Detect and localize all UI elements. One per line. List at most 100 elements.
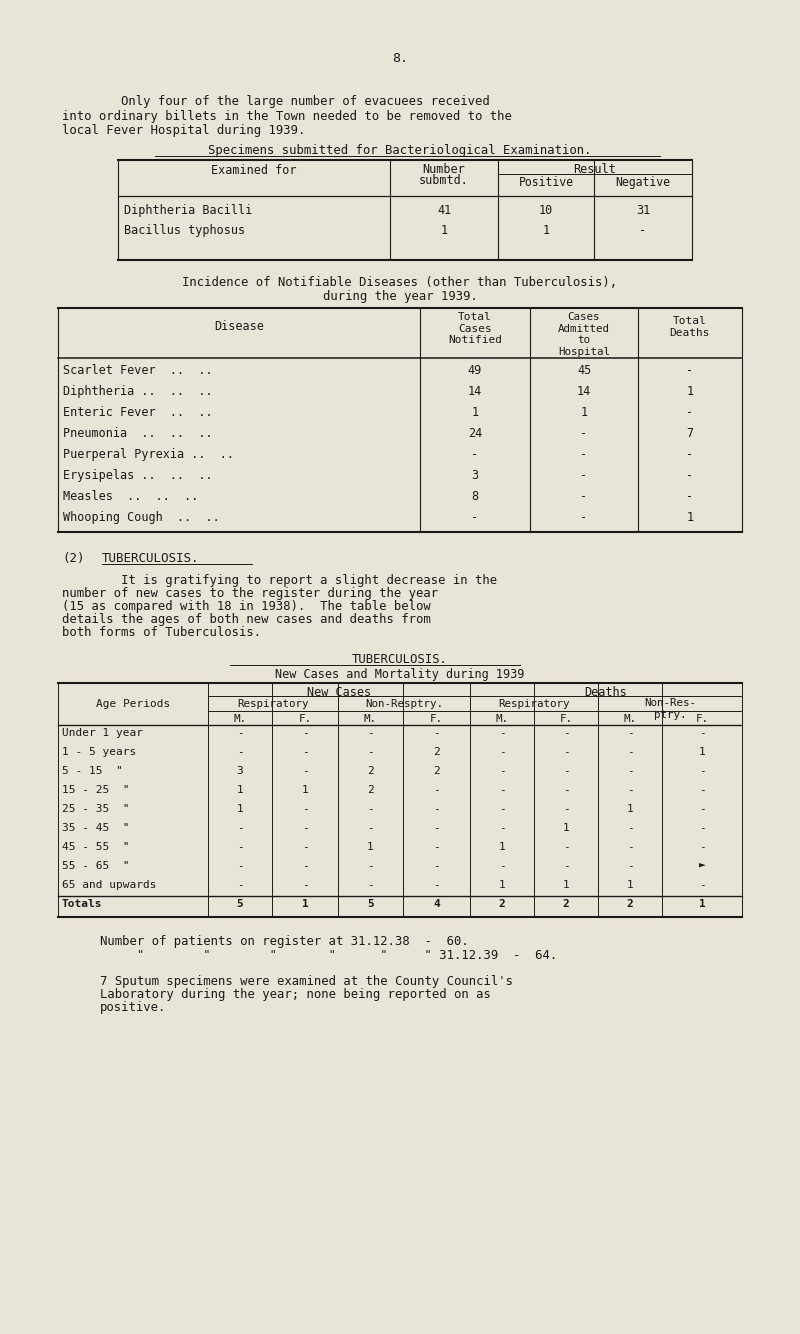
Text: F.: F. <box>695 714 709 724</box>
Text: -: - <box>562 804 570 814</box>
Text: -: - <box>639 224 646 237</box>
Text: 5: 5 <box>237 899 243 908</box>
Text: -: - <box>471 448 478 462</box>
Text: 8: 8 <box>471 490 478 503</box>
Text: Under 1 year: Under 1 year <box>62 728 143 738</box>
Text: 1: 1 <box>542 224 550 237</box>
Text: Enteric Fever  ..  ..: Enteric Fever .. .. <box>63 406 213 419</box>
Text: 1: 1 <box>441 224 447 237</box>
Text: Number: Number <box>422 163 466 176</box>
Text: -: - <box>367 747 374 756</box>
Text: M.: M. <box>495 714 509 724</box>
Text: F.: F. <box>559 714 573 724</box>
Text: 2: 2 <box>367 766 374 776</box>
Text: -: - <box>562 860 570 871</box>
Text: 1: 1 <box>562 880 570 890</box>
Text: Negative: Negative <box>615 176 670 189</box>
Text: Diphtheria ..  ..  ..: Diphtheria .. .. .. <box>63 386 213 398</box>
Text: 2: 2 <box>498 899 506 908</box>
Text: Age Periods: Age Periods <box>96 699 170 708</box>
Text: -: - <box>498 728 506 738</box>
Text: -: - <box>581 427 587 440</box>
Text: -: - <box>433 842 440 852</box>
Text: positive.: positive. <box>100 1000 166 1014</box>
Text: -: - <box>581 448 587 462</box>
Text: number of new cases to the register during the year: number of new cases to the register duri… <box>62 587 438 600</box>
Text: 1: 1 <box>498 842 506 852</box>
Text: -: - <box>498 766 506 776</box>
Text: -: - <box>562 784 570 795</box>
Text: 2: 2 <box>433 747 440 756</box>
Text: -: - <box>686 470 694 482</box>
Text: TUBERCULOSIS.: TUBERCULOSIS. <box>352 654 448 666</box>
Text: -: - <box>237 728 243 738</box>
Text: 2: 2 <box>367 784 374 795</box>
Text: 1: 1 <box>367 842 374 852</box>
Text: 45 - 55  ": 45 - 55 " <box>62 842 130 852</box>
Text: -: - <box>433 784 440 795</box>
Text: -: - <box>302 880 308 890</box>
Text: Puerperal Pyrexia ..  ..: Puerperal Pyrexia .. .. <box>63 448 234 462</box>
Text: -: - <box>581 470 587 482</box>
Text: 1: 1 <box>626 804 634 814</box>
Text: Non-Res-
ptry.: Non-Res- ptry. <box>644 698 696 719</box>
Text: -: - <box>302 842 308 852</box>
Text: -: - <box>562 766 570 776</box>
Text: both forms of Tuberculosis.: both forms of Tuberculosis. <box>62 626 261 639</box>
Text: -: - <box>237 842 243 852</box>
Text: -: - <box>237 860 243 871</box>
Text: Scarlet Fever  ..  ..: Scarlet Fever .. .. <box>63 364 213 378</box>
Text: New Cases: New Cases <box>307 686 371 699</box>
Text: -: - <box>698 728 706 738</box>
Text: 1: 1 <box>562 823 570 832</box>
Text: -: - <box>367 880 374 890</box>
Text: -: - <box>626 728 634 738</box>
Text: 14: 14 <box>468 386 482 398</box>
Text: -: - <box>581 511 587 524</box>
Text: -: - <box>686 364 694 378</box>
Text: local Fever Hospital during 1939.: local Fever Hospital during 1939. <box>62 124 306 137</box>
Text: Totals: Totals <box>62 899 102 908</box>
Text: 49: 49 <box>468 364 482 378</box>
Text: 1: 1 <box>686 386 694 398</box>
Text: -: - <box>698 880 706 890</box>
Text: M.: M. <box>623 714 637 724</box>
Text: -: - <box>698 766 706 776</box>
Text: 1: 1 <box>698 899 706 908</box>
Text: -: - <box>626 823 634 832</box>
Text: 4: 4 <box>433 899 440 908</box>
Text: (15 as compared with 18 in 1938).  The table below: (15 as compared with 18 in 1938). The ta… <box>62 600 430 614</box>
Text: 35 - 45  ": 35 - 45 " <box>62 823 130 832</box>
Text: -: - <box>686 406 694 419</box>
Text: 8.: 8. <box>392 52 408 65</box>
Text: -: - <box>498 823 506 832</box>
Text: -: - <box>581 490 587 503</box>
Text: -: - <box>626 766 634 776</box>
Text: -: - <box>562 747 570 756</box>
Text: 1: 1 <box>471 406 478 419</box>
Text: ►: ► <box>698 860 706 871</box>
Text: Whooping Cough  ..  ..: Whooping Cough .. .. <box>63 511 220 524</box>
Text: 15 - 25  ": 15 - 25 " <box>62 784 130 795</box>
Text: Incidence of Notifiable Diseases (other than Tuberculosis),: Incidence of Notifiable Diseases (other … <box>182 276 618 289</box>
Text: -: - <box>498 747 506 756</box>
Text: -: - <box>433 880 440 890</box>
Text: -: - <box>498 860 506 871</box>
Text: Measles  ..  ..  ..: Measles .. .. .. <box>63 490 198 503</box>
Text: Total
Cases
Notified: Total Cases Notified <box>448 312 502 346</box>
Text: Specimens submitted for Bacteriological Examination.: Specimens submitted for Bacteriological … <box>208 144 592 157</box>
Text: M.: M. <box>234 714 246 724</box>
Text: 31: 31 <box>636 204 650 217</box>
Text: 1: 1 <box>302 784 308 795</box>
Text: Positive: Positive <box>518 176 574 189</box>
Text: 7 Sputum specimens were examined at the County Council's: 7 Sputum specimens were examined at the … <box>100 975 513 988</box>
Text: -: - <box>433 804 440 814</box>
Text: 2: 2 <box>562 899 570 908</box>
Text: -: - <box>686 490 694 503</box>
Text: -: - <box>302 766 308 776</box>
Text: Respiratory: Respiratory <box>498 699 570 708</box>
Text: 55 - 65  ": 55 - 65 " <box>62 860 130 871</box>
Text: (2): (2) <box>62 552 85 566</box>
Text: submtd.: submtd. <box>419 173 469 187</box>
Text: -: - <box>367 804 374 814</box>
